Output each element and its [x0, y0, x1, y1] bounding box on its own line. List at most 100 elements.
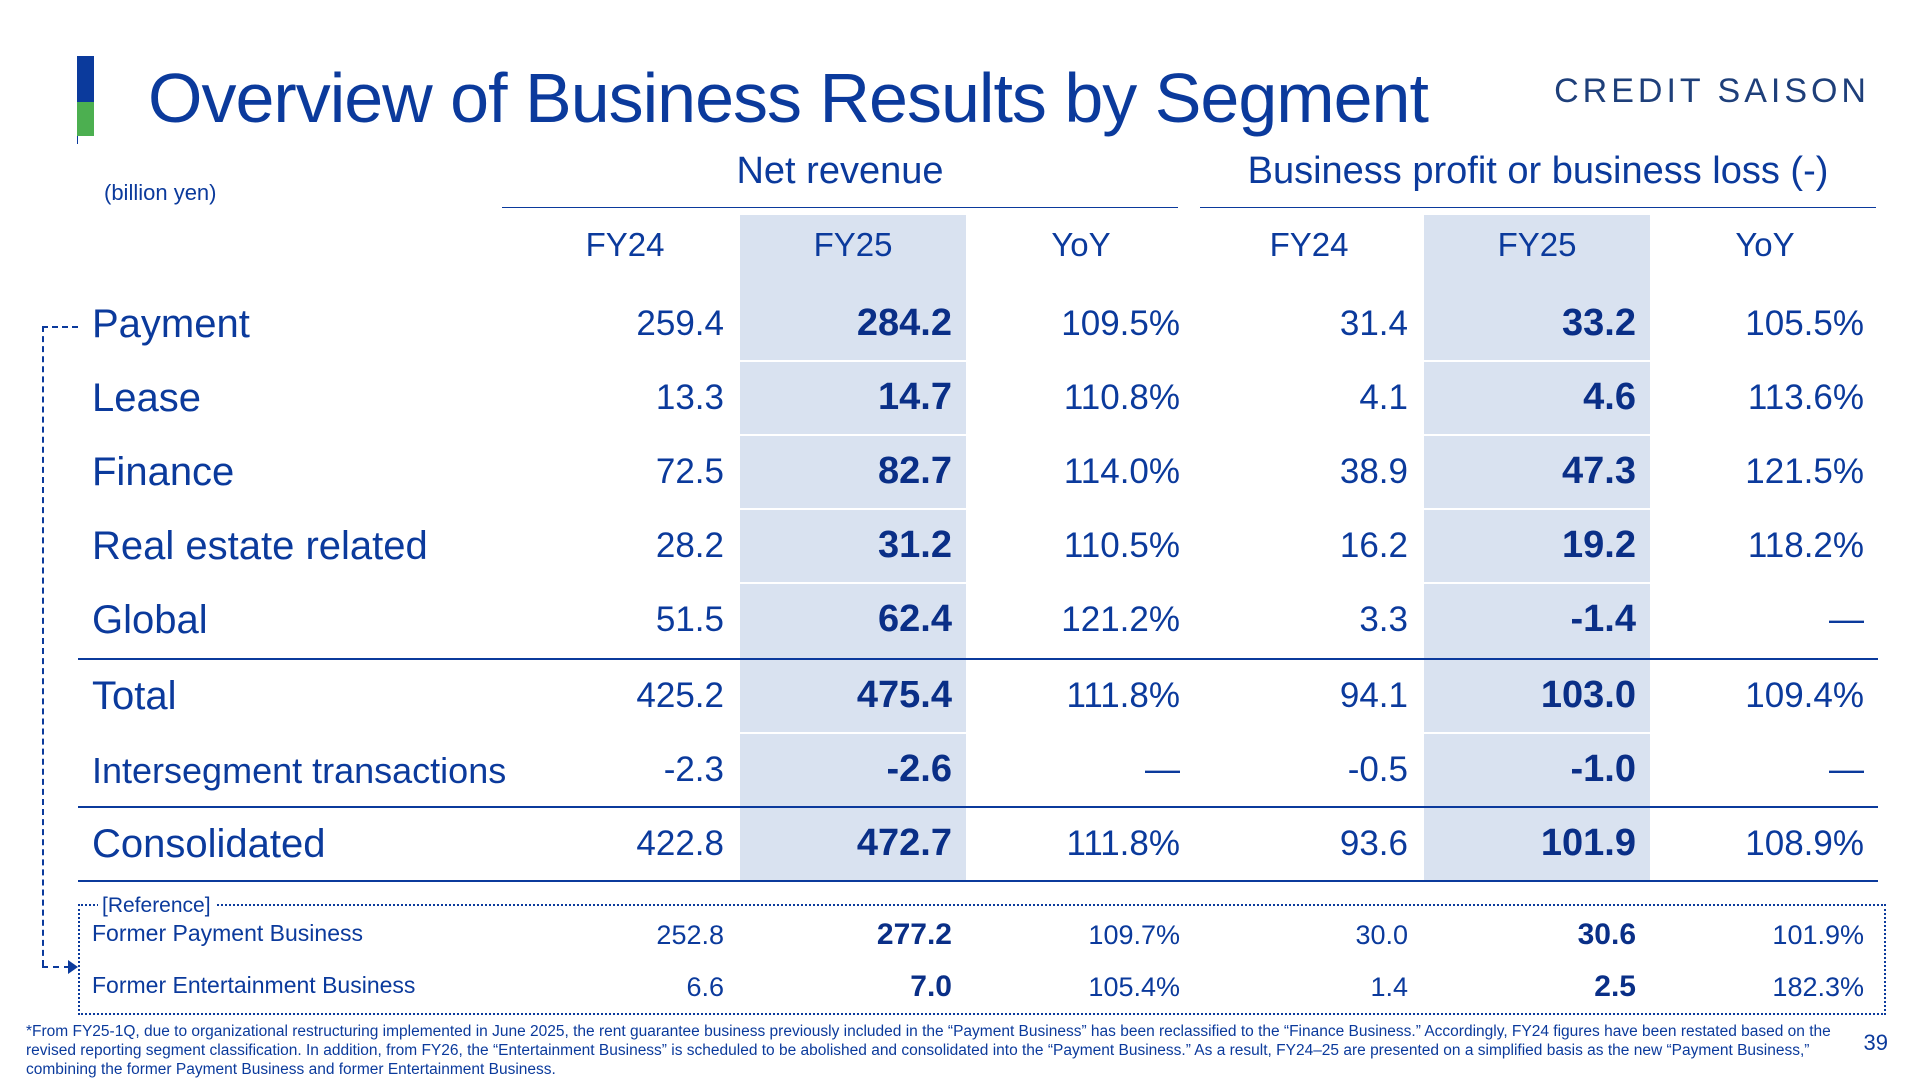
- table-row-intersegment: Intersegment transactions -2.3 -2.6 — -0…: [0, 734, 1920, 808]
- title-accent-bar: [77, 56, 94, 136]
- cell-nr-yoy: 109.5%: [1061, 304, 1180, 343]
- cell-nr-fy24: 425.2: [636, 676, 724, 715]
- table-bottom-rule: [78, 880, 1878, 882]
- net-revenue-header-rule: [502, 207, 1178, 208]
- cell-nr-fy24: 28.2: [655, 526, 724, 565]
- bracket-connector-top: [42, 326, 78, 328]
- cell-nr-yoy: 110.8%: [1063, 378, 1180, 417]
- cell-divider: [1424, 508, 1650, 510]
- cell-bp-yoy: 109.4%: [1745, 676, 1864, 715]
- table-row-total: Total 425.2 475.4 111.8% 94.1 103.0 109.…: [0, 660, 1920, 734]
- cell-bp-fy24: 31.4: [1339, 304, 1408, 343]
- row-label: Global: [92, 598, 208, 642]
- cell-divider: [1424, 434, 1650, 436]
- table-row-payment: Payment 259.4 284.2 109.5% 31.4 33.2 105…: [0, 288, 1920, 362]
- cell-nr-yoy: 121.2%: [1061, 600, 1180, 639]
- arrow-right-icon: [68, 960, 78, 974]
- cell-nr-fy24: 422.8: [636, 824, 724, 863]
- cell-nr-fy25: 472.7: [856, 822, 952, 864]
- cell-nr-fy24: 51.5: [655, 600, 724, 639]
- cell-bp-fy25: 33.2: [1562, 302, 1636, 344]
- cell-bp-fy24: -0.5: [1347, 750, 1408, 789]
- net-revenue-header: Net revenue: [736, 150, 944, 192]
- cell-nr-fy24: 259.4: [636, 304, 724, 343]
- cell-nr-fy24: 6.6: [686, 972, 724, 1002]
- cell-bp-fy25: 4.6: [1583, 376, 1636, 418]
- table-row-global: Global 51.5 62.4 121.2% 3.3 -1.4 —: [0, 584, 1920, 658]
- cell-nr-yoy: 111.8%: [1066, 824, 1180, 863]
- cell-nr-yoy: 111.8%: [1066, 676, 1180, 715]
- cell-nr-yoy: —: [1145, 750, 1180, 789]
- business-profit-header-rule: [1200, 207, 1876, 208]
- row-label: Total: [92, 674, 177, 718]
- cell-divider: [1424, 732, 1650, 734]
- cell-bp-fy25: 103.0: [1540, 674, 1636, 716]
- cell-bp-yoy: 113.6%: [1747, 378, 1864, 417]
- bracket-connector-vertical: [42, 326, 44, 966]
- cell-nr-yoy: 114.0%: [1063, 452, 1180, 491]
- cell-nr-fy25: 475.4: [856, 674, 952, 716]
- cell-nr-fy25: 82.7: [878, 450, 952, 492]
- cell-nr-fy25: 31.2: [878, 524, 952, 566]
- unit-label: (billion yen): [104, 180, 217, 205]
- reference-label: [Reference]: [98, 894, 217, 918]
- col-head-nr-fy25: FY25: [813, 226, 893, 263]
- cell-divider: [740, 732, 966, 734]
- accent-bar-tail: [77, 136, 78, 144]
- fy25-business-profit-highlight: [1424, 215, 1650, 880]
- cell-nr-yoy: 109.7%: [1088, 920, 1180, 950]
- cell-bp-yoy: 108.9%: [1745, 824, 1864, 863]
- cell-divider: [1424, 360, 1650, 362]
- cell-nr-fy24: -2.3: [663, 750, 724, 789]
- cell-bp-fy24: 93.6: [1339, 824, 1408, 863]
- cell-bp-yoy: 182.3%: [1772, 972, 1864, 1002]
- reference-row-former-payment: Former Payment Business 252.8 277.2 109.…: [0, 912, 1920, 962]
- cell-bp-fy25: 101.9: [1540, 822, 1636, 864]
- cell-nr-fy25: 7.0: [910, 970, 952, 1003]
- cell-bp-fy24: 38.9: [1339, 452, 1408, 491]
- cell-bp-fy25: -1.4: [1570, 598, 1636, 640]
- cell-bp-fy25: 30.6: [1577, 918, 1636, 951]
- cell-bp-yoy: 118.2%: [1747, 526, 1864, 565]
- reference-box: [78, 904, 1886, 1015]
- col-head-bp-yoy: YoY: [1735, 226, 1795, 263]
- cell-nr-fy24: 72.5: [655, 452, 724, 491]
- row-label: Finance: [92, 450, 235, 494]
- cell-bp-fy24: 3.3: [1359, 600, 1408, 639]
- cell-divider: [740, 582, 966, 584]
- cell-nr-fy25: 14.7: [878, 376, 952, 418]
- footnote: *From FY25-1Q, due to organizational res…: [26, 1023, 1831, 1078]
- cell-bp-yoy: —: [1829, 750, 1864, 789]
- reference-row-former-entertainment: Former Entertainment Business 6.6 7.0 10…: [0, 964, 1920, 1014]
- cell-bp-fy25: 19.2: [1562, 524, 1636, 566]
- col-head-nr-fy24: FY24: [585, 226, 665, 263]
- cell-bp-fy24: 30.0: [1355, 920, 1408, 950]
- cell-nr-fy25: 284.2: [856, 302, 952, 344]
- col-head-bp-fy24: FY24: [1269, 226, 1349, 263]
- cell-bp-fy24: 94.1: [1339, 676, 1408, 715]
- table-row-consolidated: Consolidated 422.8 472.7 111.8% 93.6 101…: [0, 808, 1920, 882]
- cell-bp-fy24: 16.2: [1339, 526, 1408, 565]
- consolidated-rule: [78, 806, 1878, 808]
- cell-bp-yoy: —: [1829, 600, 1864, 639]
- cell-bp-fy25: 2.5: [1594, 970, 1636, 1003]
- page-number: 39: [1863, 1030, 1888, 1055]
- row-label: Real estate related: [92, 524, 428, 568]
- row-label: Former Payment Business: [92, 920, 363, 946]
- row-label: Lease: [92, 376, 201, 420]
- cell-divider: [1424, 582, 1650, 584]
- accent-bar-blue: [77, 56, 94, 102]
- table-row-real-estate: Real estate related 28.2 31.2 110.5% 16.…: [0, 510, 1920, 584]
- cell-nr-fy24: 13.3: [655, 378, 724, 417]
- col-head-bp-fy25: FY25: [1497, 226, 1577, 263]
- fy25-net-revenue-highlight: [740, 215, 966, 880]
- cell-nr-fy25: -2.6: [886, 748, 952, 790]
- total-rule: [78, 658, 1878, 660]
- cell-bp-fy24: 1.4: [1370, 972, 1408, 1002]
- cell-nr-yoy: 105.4%: [1088, 972, 1180, 1002]
- cell-bp-fy25: -1.0: [1570, 748, 1636, 790]
- page-title: Overview of Business Results by Segment: [148, 59, 1429, 137]
- row-label: Former Entertainment Business: [92, 972, 416, 998]
- cell-bp-yoy: 105.5%: [1745, 304, 1864, 343]
- cell-nr-fy24: 252.8: [656, 920, 724, 950]
